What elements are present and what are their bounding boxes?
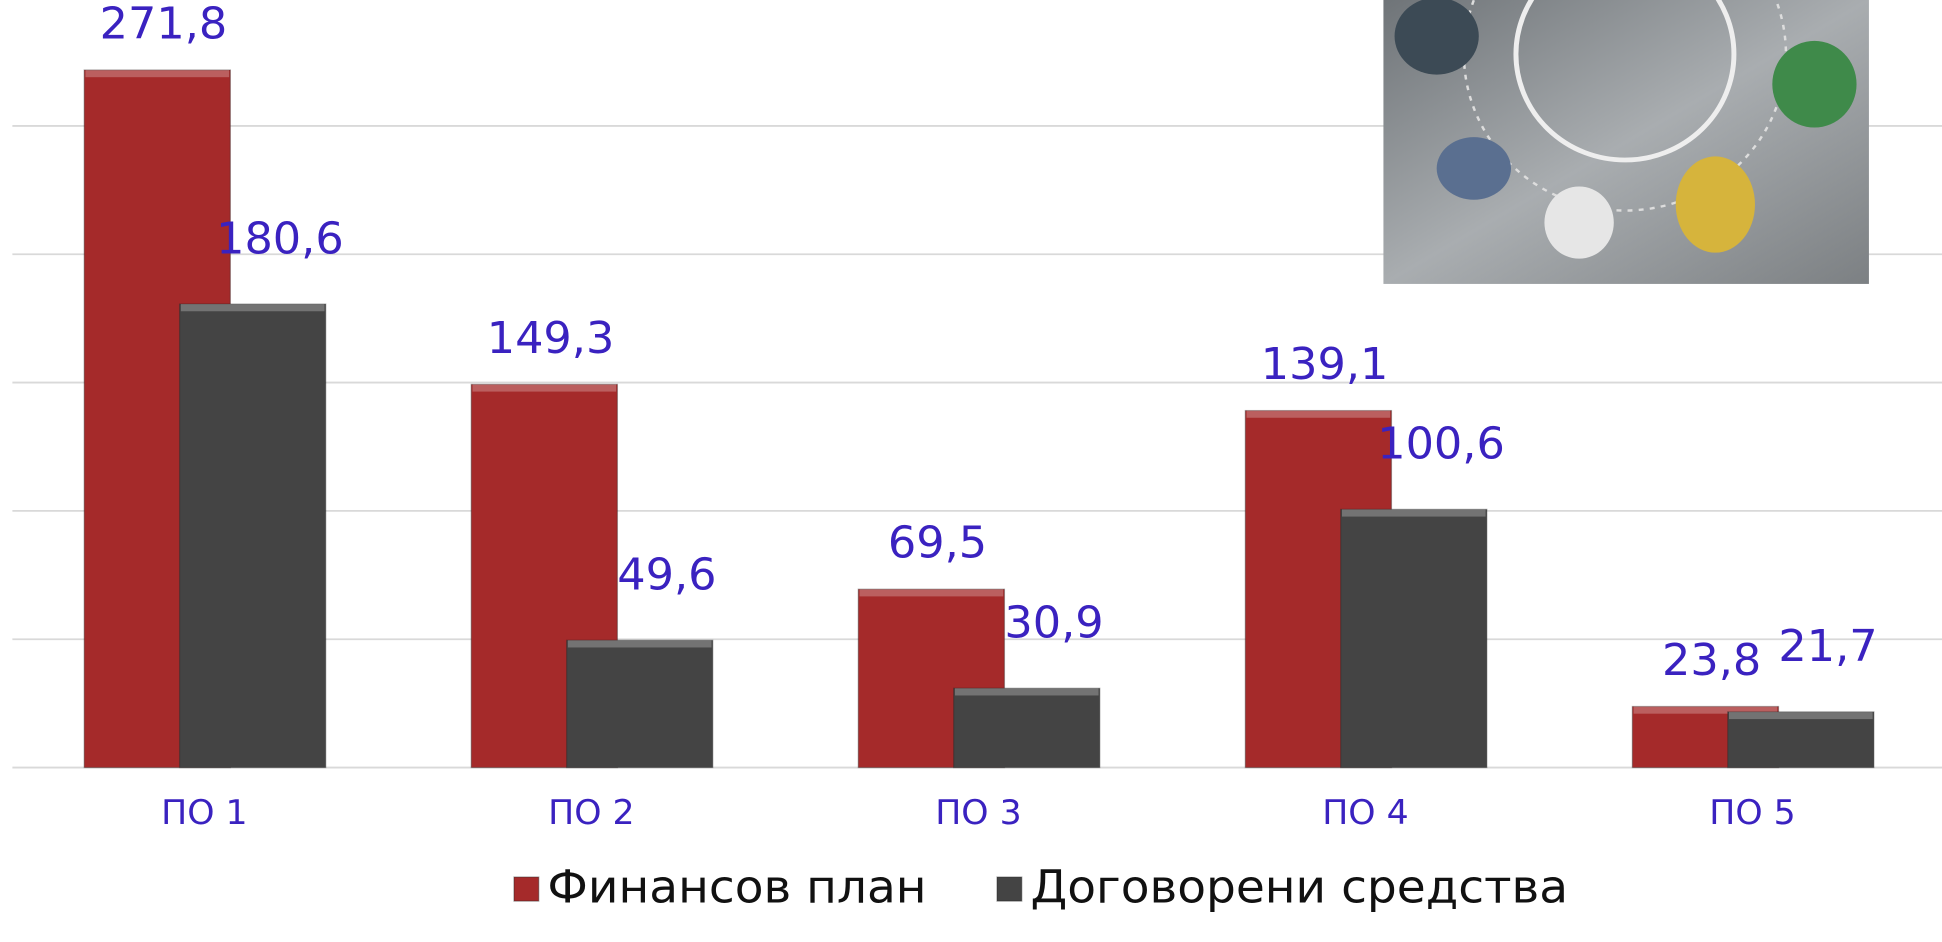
bar bbox=[1340, 508, 1488, 769]
value-label: 23,8 bbox=[1662, 636, 1761, 686]
value-label: 21,7 bbox=[1778, 622, 1877, 672]
value-label: 69,5 bbox=[888, 518, 987, 568]
legend-swatch bbox=[996, 876, 1023, 902]
value-label: 30,9 bbox=[1004, 598, 1103, 648]
bar-highlight bbox=[472, 384, 617, 392]
bar-highlight bbox=[954, 688, 1099, 696]
bar-highlight bbox=[567, 640, 712, 648]
bar bbox=[178, 303, 327, 769]
bar bbox=[1727, 711, 1875, 769]
value-label: 49,6 bbox=[617, 550, 716, 600]
x-tick-label: ПО 3 bbox=[935, 793, 1021, 832]
value-label: 139,1 bbox=[1261, 340, 1389, 390]
legend-label: Договорени средства bbox=[1030, 860, 1568, 913]
bar-highlight bbox=[859, 589, 1004, 597]
x-tick-label: ПО 5 bbox=[1709, 793, 1795, 832]
legend-swatch bbox=[513, 876, 540, 902]
bar-highlight bbox=[85, 69, 230, 78]
bar-highlight bbox=[180, 304, 325, 312]
bar bbox=[566, 639, 714, 769]
bar-highlight bbox=[1728, 711, 1873, 720]
bar bbox=[953, 687, 1101, 769]
bar-highlight bbox=[1633, 706, 1778, 714]
legend-label: Финансов план bbox=[547, 860, 926, 913]
x-tick-label: ПО 4 bbox=[1322, 793, 1408, 832]
bar-highlight bbox=[1246, 410, 1391, 418]
x-tick-label: ПО 1 bbox=[161, 793, 247, 832]
value-label: 180,6 bbox=[216, 214, 344, 264]
value-label: 100,6 bbox=[1377, 419, 1505, 469]
bar-highlight bbox=[1341, 509, 1486, 517]
x-tick-label: ПО 2 bbox=[548, 793, 634, 832]
value-label: 149,3 bbox=[487, 313, 615, 363]
value-label: 271,8 bbox=[100, 0, 228, 49]
photo bbox=[1383, 0, 1869, 284]
